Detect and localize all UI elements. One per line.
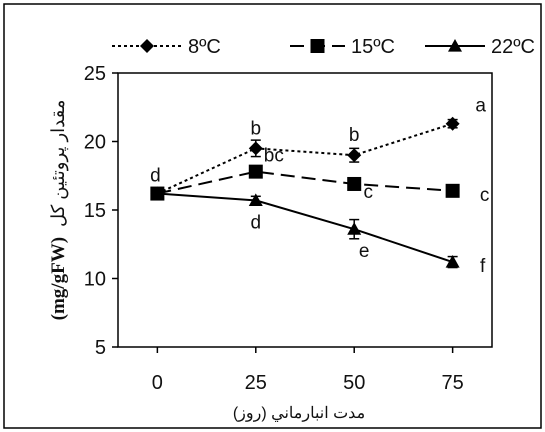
y-tick-label: 15: [84, 200, 106, 222]
legend-marker: [448, 39, 462, 52]
y-tick-label: 10: [84, 269, 106, 291]
y-axis: 5 10 15 20 25: [84, 63, 118, 359]
svg-text:(mg/gFW) مقدار پروتئين ك: (mg/gFW) مقدار پروتئين كل: [48, 100, 69, 321]
legend-marker: [140, 39, 154, 53]
x-tick-label: 75: [442, 372, 464, 394]
series-line: [157, 192, 453, 264]
data-point-marker: [445, 116, 460, 131]
legend-entry: 22ºC: [425, 36, 535, 58]
legend-label: 22ºC: [491, 36, 535, 58]
significance-letter: d: [150, 166, 161, 187]
significance-letter: f: [480, 256, 486, 277]
significance-letter: bc: [264, 146, 284, 167]
data-point-marker: [445, 255, 460, 268]
y-axis-label: (mg/gFW) مقدار پروتئين كل: [48, 100, 69, 321]
y-tick-label: 5: [95, 337, 106, 359]
data-point-marker: [248, 193, 263, 207]
data-point-marker: [248, 164, 263, 179]
chart-outer-frame: [3, 3, 542, 429]
x-axis-label: مدت انبارماني (روز): [233, 405, 365, 422]
significance-letter: a: [475, 96, 486, 117]
y-axis-label-unit: (mg/gFW): [48, 237, 69, 320]
series-15c: bc c c: [150, 146, 489, 206]
x-tick-label: 25: [245, 372, 267, 394]
series-line: [156, 122, 453, 195]
data-point-marker: [150, 186, 165, 200]
x-tick-label: 50: [343, 372, 365, 394]
significance-letter: e: [359, 241, 370, 262]
x-tick-label: 0: [152, 372, 163, 394]
legend-entry: 8ºC: [112, 36, 221, 58]
y-tick-label: 25: [84, 63, 106, 85]
data-point-marker: [347, 222, 362, 235]
data-point-marker: [347, 176, 362, 191]
data-point-marker: [445, 183, 460, 198]
significance-letter: c: [363, 182, 373, 203]
series-line: [157, 170, 453, 195]
legend-label: 15ºC: [351, 36, 395, 58]
series-22c: d e f: [150, 186, 486, 277]
legend: 8ºC 15ºC 22ºC: [112, 36, 535, 58]
data-point-marker: [347, 148, 362, 163]
significance-letter: c: [480, 185, 490, 206]
series-8c: d b b a: [150, 96, 486, 201]
x-axis: 0 25 50 75: [152, 347, 464, 394]
y-axis-label-text: مقدار پروتئين كل: [48, 100, 69, 227]
legend-label: 8ºC: [188, 36, 221, 58]
legend-entry: 15ºC: [290, 36, 395, 58]
series-layer: d b b a bc c c d e f: [150, 96, 489, 277]
significance-letter: b: [251, 118, 262, 139]
legend-marker: [310, 39, 325, 53]
significance-letter: b: [349, 125, 360, 146]
y-tick-label: 20: [84, 132, 106, 154]
data-point-marker: [248, 141, 263, 156]
significance-letter: d: [251, 212, 262, 233]
